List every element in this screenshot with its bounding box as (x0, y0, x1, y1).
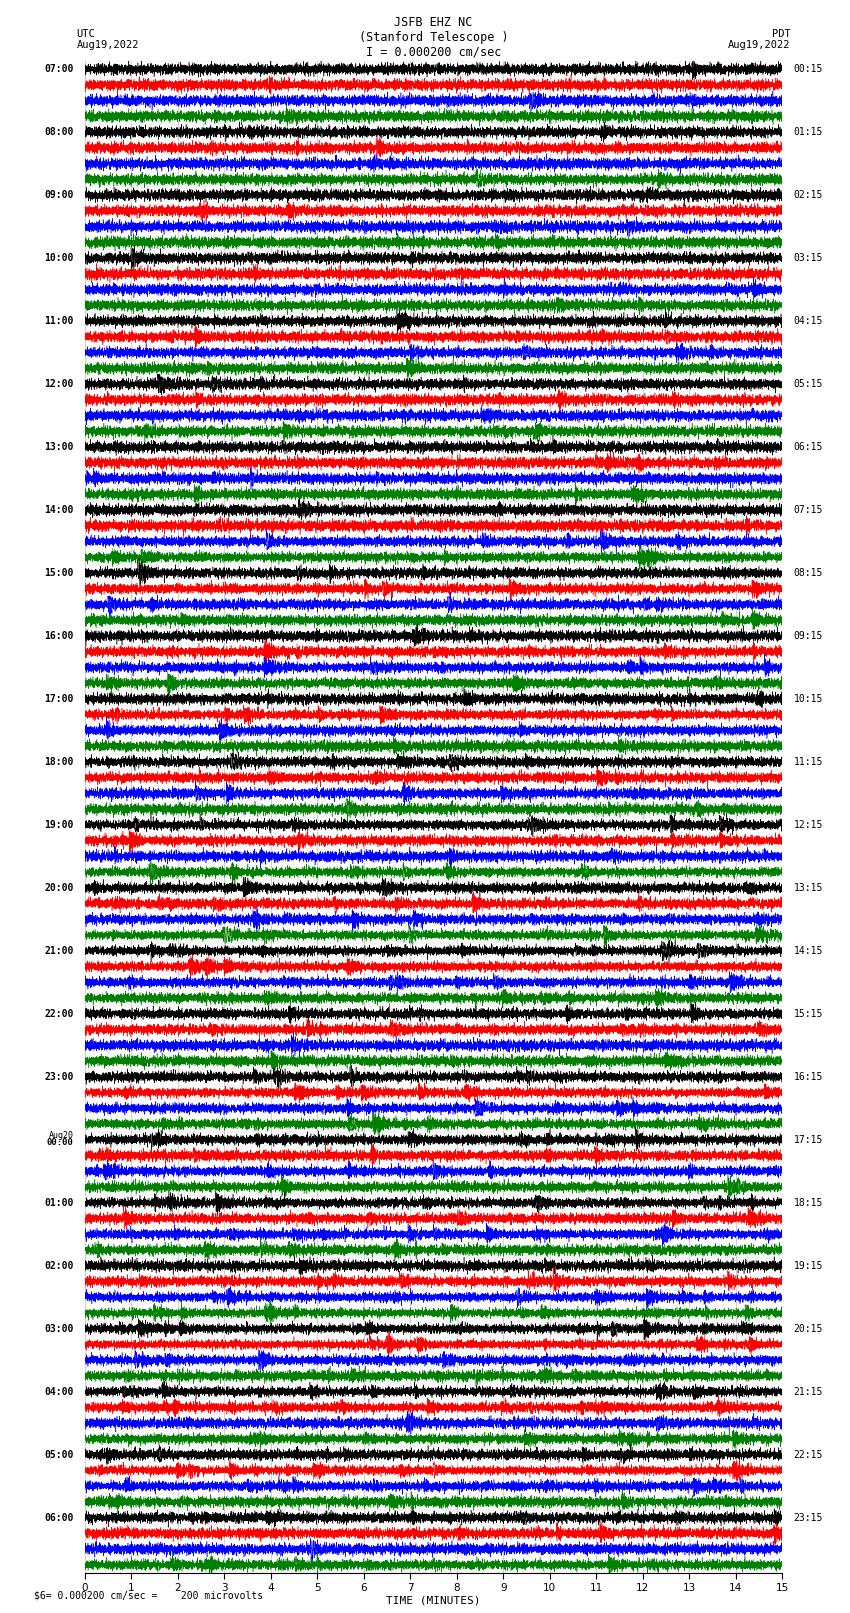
Text: 08:00: 08:00 (44, 127, 73, 137)
Text: 01:15: 01:15 (794, 127, 823, 137)
Text: 15:15: 15:15 (794, 1008, 823, 1019)
Text: 20:15: 20:15 (794, 1324, 823, 1334)
Text: 01:00: 01:00 (44, 1198, 73, 1208)
Text: 13:00: 13:00 (44, 442, 73, 452)
Text: 05:00: 05:00 (44, 1450, 73, 1460)
Text: 19:15: 19:15 (794, 1261, 823, 1271)
Text: 12:15: 12:15 (794, 819, 823, 829)
Text: 11:00: 11:00 (44, 316, 73, 326)
Text: Aug19,2022: Aug19,2022 (728, 40, 791, 50)
Text: 07:00: 07:00 (44, 65, 73, 74)
Text: 04:15: 04:15 (794, 316, 823, 326)
X-axis label: TIME (MINUTES): TIME (MINUTES) (386, 1595, 481, 1607)
Text: 09:00: 09:00 (44, 190, 73, 200)
Text: UTC: UTC (76, 29, 95, 39)
Text: 04:00: 04:00 (44, 1387, 73, 1397)
Text: 05:15: 05:15 (794, 379, 823, 389)
Text: 14:00: 14:00 (44, 505, 73, 515)
Text: 00:00: 00:00 (47, 1137, 73, 1147)
Text: Aug20: Aug20 (48, 1131, 73, 1139)
Text: 22:15: 22:15 (794, 1450, 823, 1460)
Text: Aug19,2022: Aug19,2022 (76, 40, 139, 50)
Text: PDT: PDT (772, 29, 791, 39)
Text: 18:00: 18:00 (44, 756, 73, 766)
Text: 03:00: 03:00 (44, 1324, 73, 1334)
Text: 10:00: 10:00 (44, 253, 73, 263)
Text: 13:15: 13:15 (794, 882, 823, 894)
Text: 23:15: 23:15 (794, 1513, 823, 1523)
Text: $6= 0.000200 cm/sec =    200 microvolts: $6= 0.000200 cm/sec = 200 microvolts (34, 1590, 264, 1600)
Text: 18:15: 18:15 (794, 1198, 823, 1208)
Title: JSFB EHZ NC
(Stanford Telescope )
I = 0.000200 cm/sec: JSFB EHZ NC (Stanford Telescope ) I = 0.… (359, 16, 508, 58)
Text: 15:00: 15:00 (44, 568, 73, 577)
Text: 17:15: 17:15 (794, 1134, 823, 1145)
Text: 02:00: 02:00 (44, 1261, 73, 1271)
Text: 21:00: 21:00 (44, 945, 73, 957)
Text: 02:15: 02:15 (794, 190, 823, 200)
Text: 08:15: 08:15 (794, 568, 823, 577)
Text: 14:15: 14:15 (794, 945, 823, 957)
Text: 21:15: 21:15 (794, 1387, 823, 1397)
Text: 12:00: 12:00 (44, 379, 73, 389)
Text: 07:15: 07:15 (794, 505, 823, 515)
Text: 03:15: 03:15 (794, 253, 823, 263)
Text: 17:00: 17:00 (44, 694, 73, 703)
Text: 06:15: 06:15 (794, 442, 823, 452)
Text: 09:15: 09:15 (794, 631, 823, 640)
Text: 19:00: 19:00 (44, 819, 73, 829)
Text: 20:00: 20:00 (44, 882, 73, 894)
Text: 11:15: 11:15 (794, 756, 823, 766)
Text: 22:00: 22:00 (44, 1008, 73, 1019)
Text: 23:00: 23:00 (44, 1071, 73, 1082)
Text: 16:00: 16:00 (44, 631, 73, 640)
Text: 00:15: 00:15 (794, 65, 823, 74)
Text: 16:15: 16:15 (794, 1071, 823, 1082)
Text: 10:15: 10:15 (794, 694, 823, 703)
Text: 06:00: 06:00 (44, 1513, 73, 1523)
